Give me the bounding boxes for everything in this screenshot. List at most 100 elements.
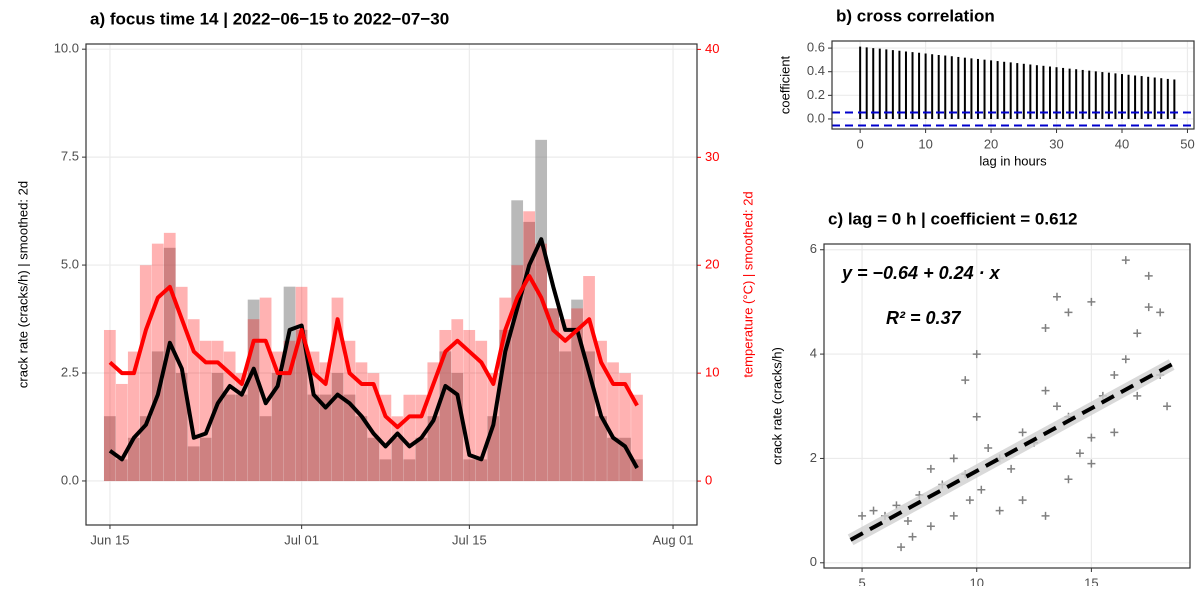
point (908, 532, 917, 541)
y-tick-label: 0.0 (61, 472, 79, 487)
point (1121, 256, 1130, 265)
point (1018, 496, 1027, 505)
y2-tick-label: 40 (705, 41, 719, 56)
bar (139, 416, 152, 481)
bar (451, 373, 464, 481)
bar (403, 394, 416, 482)
bar (355, 416, 368, 481)
point (1133, 391, 1142, 400)
bar (439, 351, 452, 481)
y2-axis-label: temperature (°C) | smoothed: 2d (740, 191, 755, 377)
bar (475, 459, 488, 481)
x-tick-label: 30 (1049, 136, 1063, 151)
bar (259, 297, 272, 482)
bar (391, 437, 404, 481)
bar (151, 351, 164, 481)
bar (319, 362, 332, 482)
plot-frame (85, 43, 698, 526)
y-tick-label: 10.0 (54, 41, 79, 56)
chart-title: a) focus time 14 | 2022−06−15 to 2022−07… (90, 9, 449, 28)
x-tick-label: 10 (969, 575, 983, 586)
bar (223, 351, 236, 482)
bar (535, 243, 548, 482)
bar (379, 394, 392, 482)
point (1110, 370, 1119, 379)
point (984, 444, 993, 452)
point (1052, 292, 1061, 301)
bar (319, 394, 332, 481)
point (972, 412, 981, 421)
y-tick-label: 0.4 (807, 63, 825, 78)
bar (331, 297, 344, 482)
bar (547, 308, 559, 482)
bar (151, 243, 164, 482)
point (995, 506, 1004, 515)
bar (127, 351, 140, 482)
point (1064, 308, 1073, 317)
bar (535, 139, 548, 481)
bar (199, 340, 212, 482)
bar (403, 459, 416, 481)
bar (175, 286, 188, 482)
y-tick-label: 6 (810, 241, 817, 256)
point (1087, 297, 1096, 306)
bar (307, 351, 320, 482)
bar (619, 373, 631, 482)
point (1041, 386, 1050, 395)
point (1041, 324, 1050, 332)
bar (463, 459, 476, 481)
y-tick-label: 0.6 (807, 40, 825, 55)
y-tick-label: 7.5 (61, 149, 79, 164)
bar (463, 329, 476, 482)
bar (607, 362, 619, 482)
bar (427, 416, 440, 481)
y-tick-label: 2.5 (61, 364, 79, 379)
point (949, 511, 958, 520)
chart-title: b) cross correlation (836, 6, 995, 25)
bar (559, 319, 571, 482)
y2-tick-label: 30 (705, 149, 719, 164)
bar (235, 394, 248, 481)
bar (523, 221, 536, 481)
bar (235, 373, 248, 482)
bar (175, 373, 188, 481)
bar (607, 437, 619, 481)
point (1052, 402, 1061, 411)
bar (511, 265, 524, 482)
point (1064, 475, 1073, 484)
point (897, 543, 906, 552)
line (108, 237, 639, 469)
bar (187, 319, 200, 482)
x-tick-label: 0 (857, 136, 864, 151)
y2-tick-label: 20 (705, 257, 719, 272)
bar (439, 329, 452, 482)
y-tick-label: 0 (810, 554, 817, 569)
bar (103, 416, 116, 481)
point (1121, 355, 1130, 364)
bar (547, 308, 559, 481)
point (1087, 459, 1096, 468)
y-axis-label: crack rate (cracks/h) (769, 347, 784, 465)
bar (367, 373, 380, 482)
bar (631, 394, 643, 482)
bar (259, 416, 272, 481)
bar (367, 437, 380, 481)
y2-tick-label: 0 (705, 473, 712, 488)
bar (295, 286, 308, 482)
bar (571, 299, 583, 481)
x-tick-label: Jul 01 (284, 532, 319, 547)
x-tick-label: Jun 15 (90, 532, 129, 547)
bar (379, 459, 392, 481)
bar (595, 416, 607, 481)
x-tick-label: 5 (858, 575, 865, 586)
point (926, 464, 935, 473)
bar (247, 319, 260, 482)
point (926, 522, 935, 531)
point (1007, 464, 1016, 473)
plot-frame (823, 243, 1191, 569)
bar (511, 200, 524, 481)
point (858, 511, 867, 520)
bar (391, 416, 404, 482)
bar (331, 373, 344, 481)
bar (571, 308, 583, 482)
